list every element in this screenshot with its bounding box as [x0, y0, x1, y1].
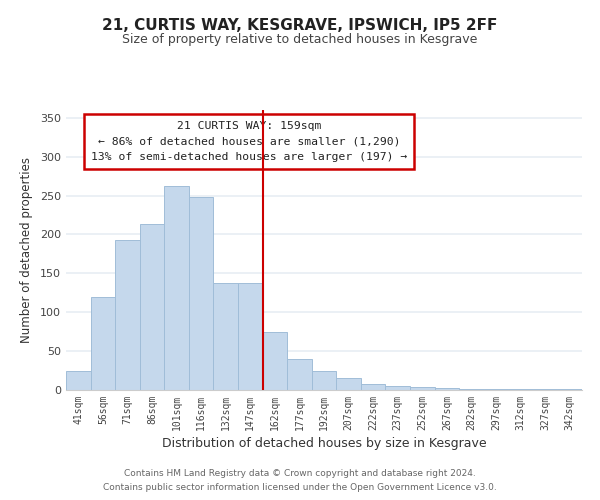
Y-axis label: Number of detached properties: Number of detached properties — [20, 157, 33, 343]
X-axis label: Distribution of detached houses by size in Kesgrave: Distribution of detached houses by size … — [161, 437, 487, 450]
Bar — [312, 370, 336, 390]
Bar — [66, 370, 91, 390]
Bar — [385, 386, 410, 390]
Bar — [533, 389, 557, 390]
Text: 21, CURTIS WAY, KESGRAVE, IPSWICH, IP5 2FF: 21, CURTIS WAY, KESGRAVE, IPSWICH, IP5 2… — [103, 18, 497, 32]
Text: Contains HM Land Registry data © Crown copyright and database right 2024.: Contains HM Land Registry data © Crown c… — [124, 468, 476, 477]
Bar — [140, 224, 164, 390]
Bar — [434, 388, 459, 390]
Text: Contains public sector information licensed under the Open Government Licence v3: Contains public sector information licen… — [103, 484, 497, 492]
Bar — [91, 296, 115, 390]
Bar — [459, 389, 484, 390]
Bar — [287, 359, 312, 390]
Text: Size of property relative to detached houses in Kesgrave: Size of property relative to detached ho… — [122, 32, 478, 46]
Text: 21 CURTIS WAY: 159sqm
← 86% of detached houses are smaller (1,290)
13% of semi-d: 21 CURTIS WAY: 159sqm ← 86% of detached … — [91, 121, 407, 162]
Bar — [410, 387, 434, 390]
Bar — [164, 186, 189, 390]
Bar — [189, 197, 214, 390]
Bar — [361, 384, 385, 390]
Bar — [238, 282, 263, 390]
Bar — [508, 389, 533, 390]
Bar — [484, 389, 508, 390]
Bar — [214, 282, 238, 390]
Bar — [557, 389, 582, 390]
Bar — [336, 378, 361, 390]
Bar — [263, 332, 287, 390]
Bar — [115, 240, 140, 390]
